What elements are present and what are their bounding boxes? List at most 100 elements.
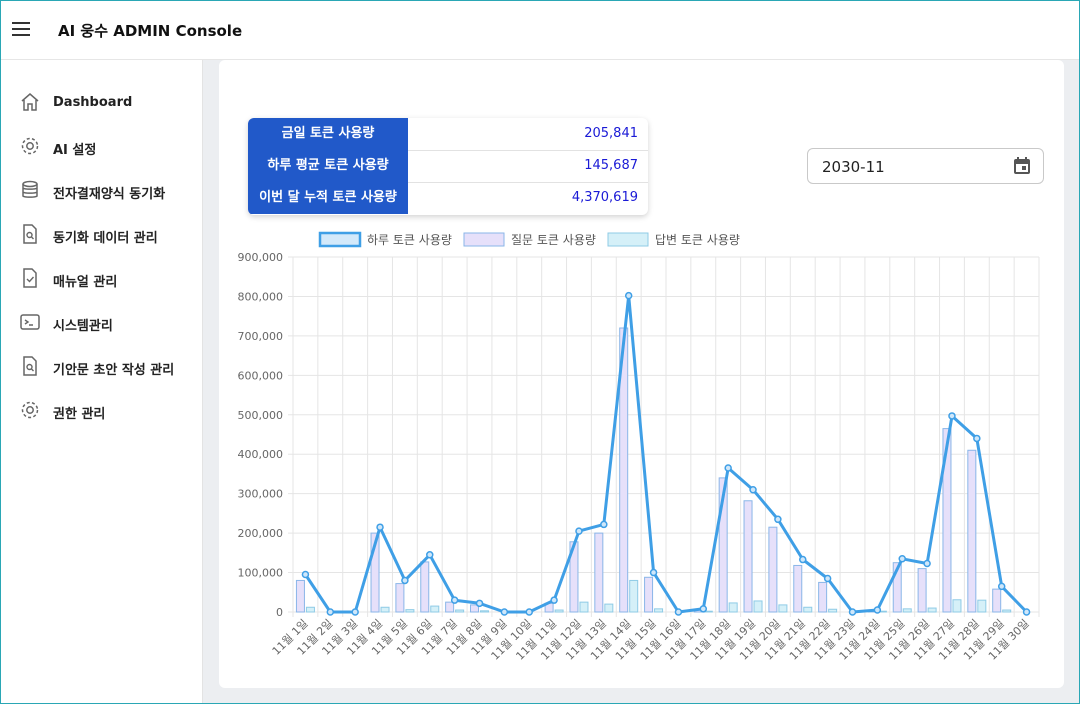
daily-token-point [823, 574, 832, 583]
question-token-bar [793, 564, 803, 613]
daily-token-point [898, 555, 906, 563]
sidebar-item-6[interactable]: 시스템관리 [1, 305, 202, 341]
question-token-bar [942, 428, 952, 613]
daily-token-point [376, 523, 384, 531]
top-header: AI 웅수 ADMIN Console [1, 1, 1079, 60]
daily-token-line [304, 294, 1028, 614]
hamburger-menu-icon[interactable] [11, 19, 33, 41]
question-token-bar [420, 561, 430, 613]
sidebar-item-label: 권한 관리 [53, 407, 106, 422]
question-token-bar [992, 588, 1002, 613]
daily-token-point [923, 559, 931, 568]
daily-token-point [600, 520, 608, 529]
answer-token-bar [430, 605, 440, 613]
daily-token-point [624, 291, 633, 300]
daily-token-point [426, 551, 434, 559]
y-tick-label: 200,000 [238, 527, 284, 540]
y-tick-label: 300,000 [238, 488, 284, 501]
question-token-bar [644, 576, 654, 613]
daily-token-point [500, 608, 509, 616]
y-tick-label: 900,000 [238, 251, 284, 264]
answer-token-bar [977, 599, 987, 613]
question-token-bar [768, 526, 778, 613]
answer-token-bar [1002, 609, 1012, 613]
file-search-icon [23, 224, 37, 244]
month-picker[interactable]: 2030-11 [807, 148, 1044, 184]
sidebar-item-7[interactable]: 기안문 초안 작성 관리 [1, 349, 202, 385]
question-token-bar [295, 579, 305, 613]
answer-token-bar [554, 609, 564, 613]
daily-token-point [799, 555, 807, 564]
y-tick-label: 800,000 [238, 290, 284, 303]
question-token-bar [743, 500, 753, 613]
sidebar-item-label: 매뉴얼 관리 [53, 275, 118, 290]
daily-token-point [699, 605, 708, 613]
daily-token-point [450, 596, 459, 604]
daily-token-point [848, 608, 857, 616]
gear-icon [21, 401, 39, 419]
stat-row-today: 금일 토큰 사용량 205,841 [248, 118, 648, 151]
question-token-bar [470, 604, 479, 613]
sidebar-item-1[interactable]: Dashboard [1, 85, 202, 121]
y-tick-label: 100,000 [238, 567, 284, 580]
calendar-icon[interactable] [1012, 156, 1032, 176]
question-token-bar [967, 449, 977, 613]
y-tick-label: 600,000 [238, 369, 284, 382]
sidebar-item-label: 동기화 데이터 관리 [53, 231, 158, 246]
answer-token-bar [579, 601, 589, 613]
stat-row-monthly-total: 이번 달 누적 토큰 사용량 4,370,619 [248, 182, 648, 214]
daily-token-point [948, 412, 956, 420]
stat-label: 금일 토큰 사용량 [248, 118, 408, 150]
sidebar-item-label: AI 설정 [53, 143, 97, 158]
answer-token-bar [480, 610, 489, 613]
legend-swatch [607, 232, 649, 247]
sidebar-item-5[interactable]: 매뉴얼 관리 [1, 261, 202, 297]
sidebar-item-label: 기안문 초안 작성 관리 [53, 363, 175, 378]
answer-token-bar [604, 603, 614, 613]
daily-token-point [873, 606, 882, 614]
answer-token-bar [405, 609, 415, 613]
month-picker-value: 2030-11 [822, 158, 885, 176]
answer-token-bar [380, 606, 390, 613]
daily-token-point [525, 608, 533, 616]
stat-label: 하루 평균 토큰 사용량 [248, 150, 408, 182]
stat-value: 145,687 [584, 158, 638, 173]
stat-value: 4,370,619 [571, 190, 638, 205]
question-token-bar [892, 562, 902, 613]
terminal-icon [20, 314, 40, 330]
answer-token-bar [654, 608, 664, 613]
home-icon [21, 93, 39, 111]
y-tick-label: 400,000 [238, 448, 284, 461]
answer-token-bar [778, 604, 788, 613]
question-token-bar [395, 583, 405, 613]
sidebar-item-8[interactable]: 권한 관리 [1, 393, 202, 429]
question-token-bar [370, 532, 380, 613]
question-token-bar [917, 568, 927, 613]
sidebar-item-4[interactable]: 동기화 데이터 관리 [1, 217, 202, 253]
daily-token-point [326, 608, 335, 616]
token-stats-table: 금일 토큰 사용량 205,841 하루 평균 토큰 사용량 145,687 이… [248, 118, 648, 215]
y-tick-label: 500,000 [238, 409, 284, 422]
stat-label: 이번 달 누적 토큰 사용량 [248, 182, 408, 214]
daily-token-point [997, 582, 1006, 591]
daily-token-point [351, 608, 359, 616]
sidebar-item-2[interactable]: AI 설정 [1, 129, 202, 165]
stat-row-daily-average: 하루 평균 토큰 사용량 145,687 [248, 150, 648, 183]
daily-token-point [774, 515, 782, 524]
answer-token-bar [803, 606, 813, 613]
app-title: AI 웅수 ADMIN Console [58, 22, 243, 40]
daily-token-point [575, 527, 583, 535]
sidebar-item-label: Dashboard [53, 95, 133, 110]
daily-token-point [674, 608, 683, 616]
answer-token-bar [927, 607, 937, 613]
answer-token-bar [902, 608, 912, 613]
daily-token-point [301, 570, 310, 579]
answer-token-bar [629, 579, 639, 613]
sidebar-item-3[interactable]: 전자결재양식 동기화 [1, 173, 202, 209]
legend-label: 답변 토큰 사용량 [655, 233, 740, 247]
question-token-bar [818, 581, 828, 613]
sidebar-item-label: 시스템관리 [53, 319, 113, 334]
stat-value: 205,841 [584, 126, 638, 141]
legend-swatch [463, 232, 505, 247]
daily-token-point [749, 485, 757, 494]
